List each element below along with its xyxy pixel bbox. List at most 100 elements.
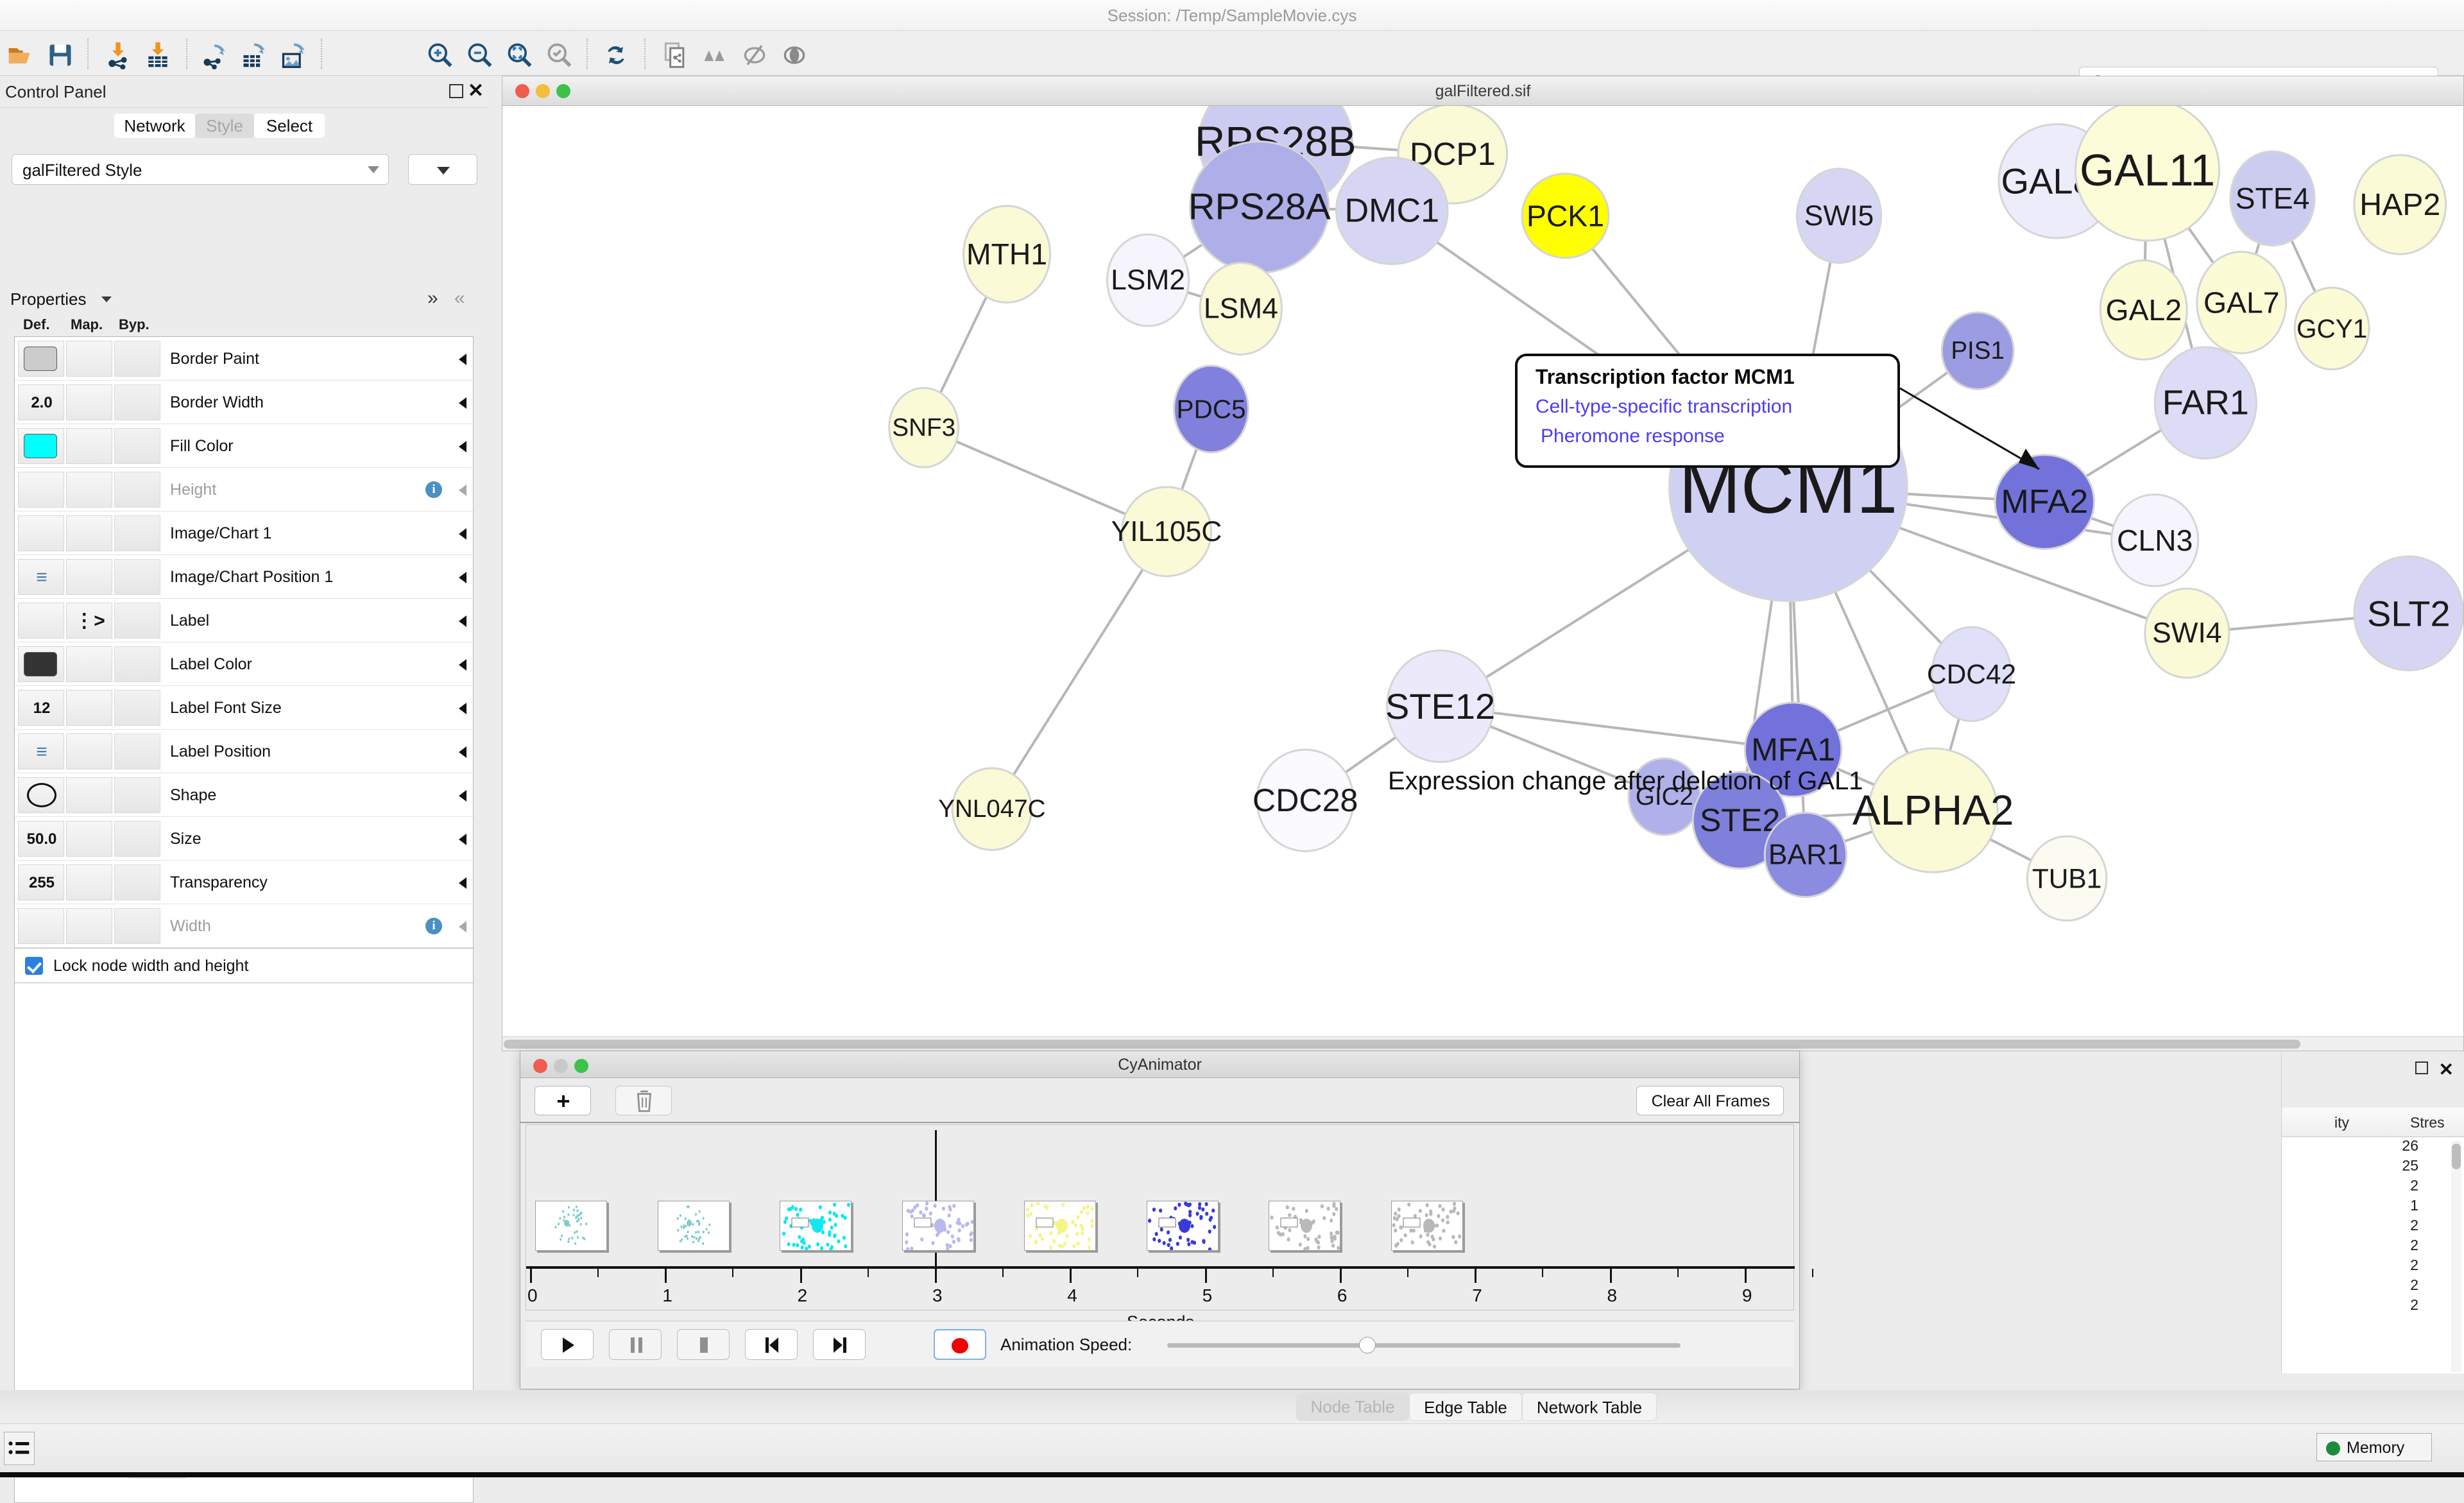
zoom-button[interactable] xyxy=(574,1059,588,1073)
node-ellipse[interactable] xyxy=(1521,173,1610,259)
network-node[interactable]: STE2 xyxy=(1691,771,1788,870)
table-cell[interactable]: 1 xyxy=(2410,1197,2418,1214)
network-node[interactable]: SNF3 xyxy=(888,387,960,468)
stop-button[interactable] xyxy=(677,1329,730,1360)
property-default-cell[interactable]: 2.0 xyxy=(18,384,64,420)
property-bypass-cell[interactable] xyxy=(114,384,160,420)
network-node[interactable]: GAL11 xyxy=(2075,106,2220,242)
property-default-cell[interactable] xyxy=(18,908,64,944)
expand-arrow-icon[interactable] xyxy=(459,528,466,540)
clear-all-frames-button[interactable]: Clear All Frames xyxy=(1636,1086,1784,1115)
property-default-cell[interactable] xyxy=(18,341,64,377)
node-ellipse[interactable] xyxy=(2293,286,2370,371)
network-node[interactable]: GCY1 xyxy=(2293,286,2370,371)
property-default-cell[interactable]: 50.0 xyxy=(18,821,64,857)
export-network-icon[interactable] xyxy=(200,41,228,70)
network-node[interactable]: GAL2 xyxy=(2099,259,2188,361)
property-row[interactable]: Image/Chart 1 xyxy=(15,511,473,555)
property-row[interactable]: ⋮> Label xyxy=(15,599,473,642)
node-ellipse[interactable] xyxy=(1994,454,2096,550)
table-vertical-scrollbar[interactable] xyxy=(2451,1141,2461,1372)
collapse-all-icon[interactable]: « xyxy=(454,288,465,309)
property-row[interactable]: Label Color xyxy=(15,642,473,686)
property-default-cell[interactable]: ≡ xyxy=(18,559,64,595)
timeline-frame[interactable] xyxy=(657,1201,730,1251)
node-ellipse[interactable] xyxy=(2026,835,2108,922)
node-ellipse[interactable] xyxy=(2353,154,2447,255)
property-bypass-cell[interactable] xyxy=(114,559,160,595)
zoom-out-icon[interactable] xyxy=(466,41,494,69)
tab-edge-table[interactable]: Edge Table xyxy=(1409,1393,1522,1421)
network-node[interactable]: HAP2 xyxy=(2353,154,2447,255)
property-bypass-cell[interactable] xyxy=(114,777,160,813)
node-ellipse[interactable] xyxy=(1335,157,1449,266)
network-node[interactable]: TUB1 xyxy=(2026,835,2108,922)
lock-node-size-checkbox[interactable] xyxy=(25,957,43,975)
import-table-icon[interactable] xyxy=(144,41,172,69)
minimize-button[interactable] xyxy=(536,84,550,98)
node-ellipse[interactable] xyxy=(2196,250,2288,354)
network-node[interactable]: RPS28A xyxy=(1188,140,1331,274)
node-ellipse[interactable] xyxy=(2099,259,2188,361)
column-stress[interactable]: Stres xyxy=(2410,1114,2445,1131)
last-frame-button[interactable] xyxy=(813,1329,866,1360)
network-node[interactable]: MFA2 xyxy=(1994,454,2096,550)
property-mapping-cell[interactable] xyxy=(66,690,112,726)
annotation-box[interactable]: Transcription factor MCM1 Cell-type-spec… xyxy=(1515,354,1900,468)
animation-speed-knob[interactable] xyxy=(1359,1337,1376,1353)
property-mapping-cell[interactable] xyxy=(66,646,112,682)
import-network-icon[interactable] xyxy=(104,41,132,70)
network-node[interactable]: MTH1 xyxy=(962,205,1052,304)
property-default-cell[interactable] xyxy=(18,646,64,682)
network-node[interactable]: STE12 xyxy=(1385,649,1495,763)
property-mapping-cell[interactable] xyxy=(66,341,112,377)
expand-arrow-icon[interactable] xyxy=(459,790,466,802)
node-ellipse[interactable] xyxy=(1743,701,1843,798)
node-ellipse[interactable] xyxy=(1867,747,1999,873)
pause-button[interactable] xyxy=(609,1329,662,1360)
property-row[interactable]: 255 Transparency xyxy=(15,861,473,904)
export-table-icon[interactable] xyxy=(240,41,268,69)
save-icon[interactable] xyxy=(46,41,74,69)
add-frame-button[interactable]: + xyxy=(535,1086,591,1115)
tab-style[interactable]: Style xyxy=(195,114,254,138)
property-bypass-cell[interactable] xyxy=(114,341,160,377)
node-ellipse[interactable] xyxy=(1121,486,1212,578)
table-cell[interactable]: 2 xyxy=(2410,1296,2418,1313)
table-cell[interactable]: 2 xyxy=(2410,1276,2418,1293)
network-canvas[interactable]: RPS28B DCP1 RPS28A DMC1 PCK1 SWI5 GAL80 GAL11 ST… xyxy=(502,106,2463,1036)
expand-arrow-icon[interactable] xyxy=(459,354,466,365)
property-row[interactable]: ≡ Label Position xyxy=(15,730,473,773)
timeline-frame[interactable] xyxy=(1146,1201,1219,1251)
table-cell[interactable]: 2 xyxy=(2410,1257,2418,1273)
property-default-cell[interactable]: ≡ xyxy=(18,734,64,769)
network-node[interactable]: ALPHA2 xyxy=(1852,747,2014,873)
minimize-icon[interactable] xyxy=(449,84,463,98)
table-cell[interactable]: 2 xyxy=(2410,1177,2418,1194)
property-row[interactable]: Border Paint xyxy=(15,337,473,381)
table-cell[interactable]: 25 xyxy=(2402,1157,2418,1174)
zoom-fit-icon[interactable] xyxy=(506,41,534,69)
info-icon[interactable]: i xyxy=(425,918,442,934)
network-node[interactable]: FAR1 xyxy=(2153,346,2257,460)
animation-speed-slider[interactable] xyxy=(1167,1343,1681,1348)
network-node[interactable]: LSM2 xyxy=(1106,233,1190,327)
expand-arrow-icon[interactable] xyxy=(459,572,466,583)
timeline-frame[interactable] xyxy=(1269,1201,1340,1251)
node-ellipse[interactable] xyxy=(1256,748,1355,852)
timeline-frame[interactable] xyxy=(1390,1201,1463,1251)
property-mapping-cell[interactable] xyxy=(66,821,112,857)
property-mapping-cell[interactable] xyxy=(66,384,112,420)
show-icon[interactable] xyxy=(780,41,809,69)
network-node[interactable]: PCK1 xyxy=(1521,173,1610,259)
zoom-selected-icon[interactable] xyxy=(545,41,574,69)
expand-arrow-icon[interactable] xyxy=(459,615,466,627)
network-node[interactable]: PIS1 xyxy=(1940,311,2015,390)
property-mapping-cell[interactable] xyxy=(66,734,112,769)
property-default-cell[interactable]: 255 xyxy=(18,864,64,900)
tab-network[interactable]: Network xyxy=(114,114,195,138)
property-default-cell[interactable] xyxy=(18,777,64,813)
property-default-cell[interactable] xyxy=(18,603,64,639)
property-row[interactable]: Shape xyxy=(15,773,473,817)
